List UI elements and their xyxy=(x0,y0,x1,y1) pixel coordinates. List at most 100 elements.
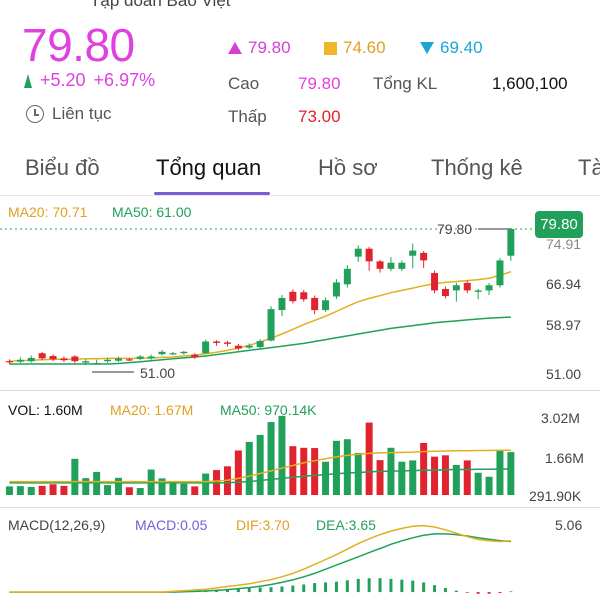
chart-area[interactable]: MA20: 70.71 MA50: 61.00 79.80 79.80 51.0… xyxy=(0,197,600,600)
volume-bar xyxy=(322,461,330,495)
last-price-badge: 79.80 xyxy=(535,211,583,238)
macd-histogram-bar xyxy=(302,584,306,593)
volume-label: VOL: 1.60M xyxy=(8,402,83,418)
dea-line xyxy=(9,533,511,593)
macd-histogram-bar xyxy=(269,587,273,593)
macd-histogram-bar xyxy=(334,581,338,593)
volume-bar xyxy=(441,455,449,495)
low-value: 73.00 xyxy=(298,107,341,126)
tab-overview[interactable]: Tổng quan xyxy=(156,155,262,180)
candle-body xyxy=(169,353,177,355)
candle-body xyxy=(376,261,384,269)
candle-body xyxy=(136,356,144,359)
candle-body xyxy=(463,282,471,291)
macd-histogram-bar xyxy=(247,588,251,593)
volume-bar xyxy=(420,442,428,495)
candle-body xyxy=(223,342,231,344)
ceiling-price: 79.80 xyxy=(228,38,291,58)
candle-body xyxy=(71,356,79,362)
volume-bar xyxy=(409,460,417,495)
candle-body xyxy=(387,262,395,269)
active-tab-indicator xyxy=(154,192,270,195)
total-volume-label: Tổng KL xyxy=(373,74,438,93)
price-ma50-label: MA50: 61.00 xyxy=(112,204,192,220)
volume-ma20-label: MA20: 1.67M xyxy=(110,402,194,418)
candle-body xyxy=(60,358,68,361)
macd-histogram-bar xyxy=(356,578,360,593)
candle-body xyxy=(49,356,57,360)
volume-bar xyxy=(158,478,166,495)
up-arrow-icon xyxy=(24,73,32,88)
candle-body xyxy=(234,345,242,349)
tab-more[interactable]: Tà xyxy=(578,155,600,180)
macd-histogram-bar xyxy=(476,592,480,594)
volume-bar xyxy=(104,485,112,495)
candle-body xyxy=(213,341,221,343)
macd-histogram-bar xyxy=(498,592,502,594)
candle-body xyxy=(5,361,13,363)
volume-axis-3: 291.90K xyxy=(529,488,582,504)
volume-bar xyxy=(49,484,57,495)
volume-bar xyxy=(60,485,68,495)
volume-bar xyxy=(452,464,460,495)
volume-ma50-label: MA50: 970.14K xyxy=(220,402,317,418)
macd-histogram-bar xyxy=(345,580,349,593)
company-name: Tập đoàn Bảo Việt xyxy=(90,0,231,10)
macd-value: MACD:0.05 xyxy=(135,517,208,533)
candle-body xyxy=(245,345,253,348)
candle-body xyxy=(485,285,493,291)
macd-histogram-bar xyxy=(378,578,382,593)
candle-body xyxy=(93,363,101,365)
volume-bar xyxy=(234,450,242,495)
volume-bar xyxy=(474,472,482,495)
tab-chart[interactable]: Biểu đồ xyxy=(25,155,100,180)
candle-body xyxy=(125,359,133,361)
volume-bar xyxy=(431,456,439,495)
macd-histogram-bar xyxy=(313,583,317,593)
candle-body xyxy=(289,291,297,302)
macd-histogram-bar xyxy=(509,591,513,593)
volume-bar xyxy=(496,450,504,495)
volume-bar xyxy=(507,452,515,495)
volume-bar xyxy=(365,422,373,495)
volume-bar xyxy=(278,415,286,495)
candle-body xyxy=(202,341,210,354)
current-price: 79.80 xyxy=(22,19,135,71)
macd-histogram-bar xyxy=(280,586,284,593)
macd-title: MACD(12,26,9) xyxy=(8,517,106,533)
candle-body xyxy=(322,300,330,311)
macd-histogram-bar xyxy=(411,580,415,593)
candle-body xyxy=(38,353,46,359)
ceiling-value: 79.80 xyxy=(248,38,291,57)
volume-axis-1: 3.02M xyxy=(541,410,580,426)
candle-body xyxy=(267,309,275,341)
floor-price: 69.40 xyxy=(420,38,483,58)
macd-histogram-bar xyxy=(324,582,328,593)
tab-statistics[interactable]: Thống kê xyxy=(431,155,523,180)
dea-value: DEA:3.65 xyxy=(316,517,376,533)
macd-histogram-bar xyxy=(443,587,447,593)
price-low-marker: 51.00 xyxy=(140,365,176,381)
macd-histogram-bar xyxy=(291,585,295,593)
candle-body xyxy=(104,359,112,362)
tab-profile[interactable]: Hồ sơ xyxy=(318,155,378,180)
candle-body xyxy=(452,285,460,291)
candle-body xyxy=(332,282,340,297)
volume-bar xyxy=(27,486,35,495)
volume-bar xyxy=(82,478,90,495)
macd-histogram-bar xyxy=(367,578,371,593)
high-label: Cao xyxy=(228,74,260,93)
chart-canvas xyxy=(0,228,535,594)
volume-bar xyxy=(376,460,384,495)
panel-divider-2 xyxy=(0,507,600,508)
total-volume-value: 1,600,100 xyxy=(492,74,568,93)
macd-histogram-bar xyxy=(487,592,491,594)
dif-value: DIF:3.70 xyxy=(236,517,290,533)
candle-body xyxy=(354,248,362,257)
volume-bar xyxy=(289,446,297,495)
dif-line xyxy=(9,524,511,593)
candle-body xyxy=(27,357,35,362)
volume-bar xyxy=(191,486,199,495)
candle-body xyxy=(147,356,155,359)
volume-bar xyxy=(332,440,340,495)
